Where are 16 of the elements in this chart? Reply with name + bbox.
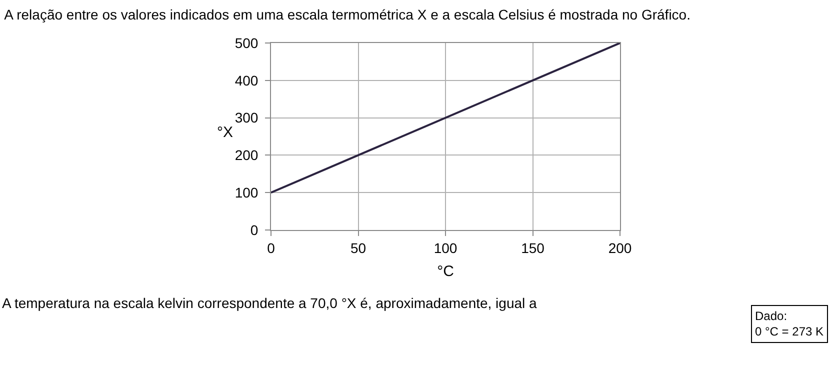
y-tick-label: 400 — [234, 72, 258, 88]
text: A temperatura na escala kelvin correspondente a 70,0 °X é, aproximadamente, igual a — [2, 295, 538, 311]
x-axis-title: °C — [437, 262, 454, 280]
x-tick-label: 150 — [521, 240, 545, 256]
y-axis-title: °X — [217, 124, 234, 141]
x-tick-label: 50 — [350, 240, 366, 256]
y-tick-label: 500 — [234, 34, 258, 51]
chart-title: A relação entre os valores indicados em uma escala termométrica X e a escala Celsius é mostrada no Gráfico. — [4, 6, 690, 22]
y-tick-label: 100 — [234, 184, 258, 200]
y-tick-label: 200 — [234, 147, 258, 164]
x-tick-label: 0 — [267, 240, 276, 256]
y-tick-label: 300 — [234, 110, 258, 126]
y-tick-label: 0 — [250, 222, 258, 238]
text: Dado: 0 °C = 273 K — [755, 309, 824, 339]
x-tick-label: 100 — [434, 240, 458, 256]
x-tick-label: 200 — [608, 240, 632, 256]
